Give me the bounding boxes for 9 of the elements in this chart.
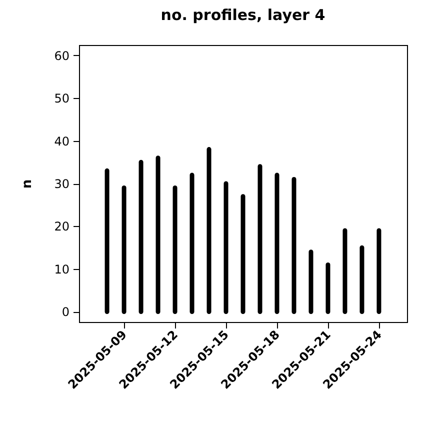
y-tick-label: 10 — [54, 262, 70, 276]
y-tick-label: 20 — [54, 220, 70, 234]
y-tick-label: 0 — [62, 305, 70, 320]
y-tick-label: 40 — [54, 134, 70, 148]
y-tick-label: 30 — [54, 177, 70, 191]
y-tick-label: 50 — [54, 92, 70, 106]
y-tick-label: 60 — [54, 48, 70, 63]
y-axis-title: n — [20, 179, 36, 189]
chart-title: no. profiles, layer 4 — [160, 6, 326, 24]
